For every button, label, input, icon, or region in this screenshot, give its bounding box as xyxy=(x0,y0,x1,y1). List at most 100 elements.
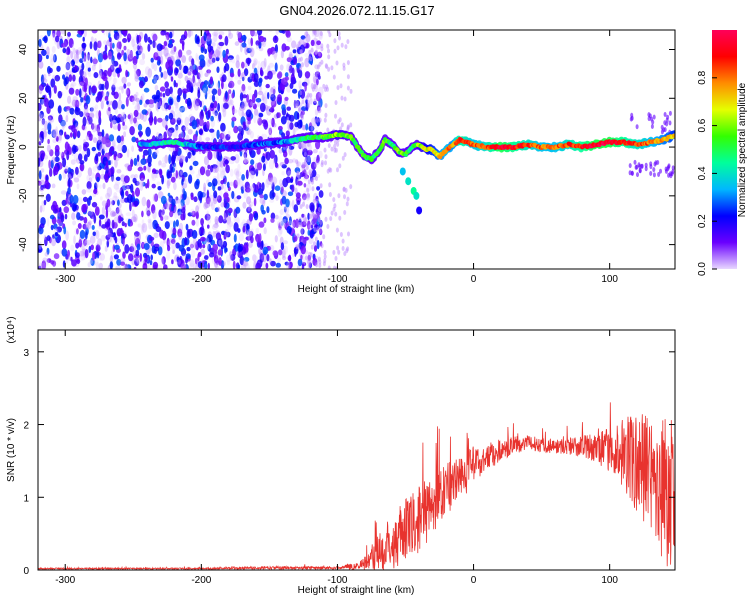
spectrogram-cell xyxy=(171,118,178,123)
spectrogram-cell xyxy=(150,57,154,63)
spectrogram-cell xyxy=(67,31,71,37)
spectrogram-cell xyxy=(187,151,192,159)
spectrogram-cell xyxy=(84,77,88,87)
spectrogram-cell xyxy=(65,258,69,264)
spectrogram-cell xyxy=(286,106,292,111)
spectrogram-cell xyxy=(261,254,267,263)
colorbar-label: Normalized spectral amplitude xyxy=(737,82,748,217)
spectrogram-cell xyxy=(336,245,340,251)
spectrogram-cell xyxy=(187,212,193,217)
spectrogram-cell xyxy=(671,165,675,171)
spectrogram-cell xyxy=(304,71,311,79)
spectrogram-cell xyxy=(248,204,252,210)
spectrogram-cell xyxy=(221,74,227,83)
spectrogram-cell xyxy=(136,34,140,45)
spectrogram-cell xyxy=(265,262,269,269)
spectrogram-cell xyxy=(113,244,120,250)
spectrogram-cell xyxy=(151,245,156,254)
spectrogram-cell xyxy=(147,154,152,165)
spectrogram-cell xyxy=(215,46,221,57)
spectrogram-cell xyxy=(261,210,266,215)
spectrogram-cell xyxy=(338,215,342,221)
spectrogram-cell xyxy=(120,135,124,142)
spectrogram-cell xyxy=(126,48,131,57)
spectrogram-cell xyxy=(125,212,132,217)
spectrogram-cell xyxy=(47,116,52,124)
spectrogram-cell xyxy=(340,42,344,48)
spectrogram-cell xyxy=(194,257,198,265)
spectrogram-cell xyxy=(207,109,211,118)
spectrogram-cell xyxy=(341,246,345,251)
spectrogram-cell xyxy=(332,197,336,203)
spectrogram-cell xyxy=(147,262,151,269)
spectrogram-cell xyxy=(160,71,164,78)
spectrogram-cell xyxy=(286,167,292,177)
spectrogram-cell xyxy=(335,60,339,66)
spectrogram-cell xyxy=(120,261,126,266)
spectrogram-cell xyxy=(237,124,244,129)
spectrogram-cell xyxy=(126,193,133,204)
spectrogram-cell xyxy=(245,169,249,180)
spectrogram-cell xyxy=(57,90,63,99)
spectrogram-cell xyxy=(83,52,87,62)
spectrogram-cell xyxy=(162,70,168,80)
spectrogram-cell xyxy=(306,144,313,152)
spectrogram-cell xyxy=(112,83,116,88)
spectrogram-cell xyxy=(654,160,658,166)
spectrogram-cell xyxy=(210,102,215,109)
spectrogram-cell xyxy=(336,141,340,147)
spectrogram-cell xyxy=(196,36,200,45)
spectrogram-cell xyxy=(326,86,329,92)
spectrogram-cell xyxy=(254,162,260,172)
spectrogram-cell xyxy=(101,136,107,145)
spectrogram-cell xyxy=(309,97,313,105)
spectrogram-cell xyxy=(131,246,137,255)
spectrogram-cell xyxy=(229,251,233,262)
spectrogram-cell xyxy=(275,195,280,200)
spectrogram-cell xyxy=(120,227,123,236)
spectrogram-cell xyxy=(243,159,249,165)
spectrogram-cell xyxy=(190,208,195,216)
spectrogram-cell xyxy=(251,93,256,104)
spectrogram-cell xyxy=(274,185,281,191)
spectrogram-cell xyxy=(332,250,336,255)
spectrogram-cell xyxy=(50,53,56,63)
spectrogram-cell xyxy=(284,205,290,215)
spectrogram-cell xyxy=(75,50,79,59)
spectrogram-cell xyxy=(125,89,130,96)
spectrogram-cell xyxy=(73,152,79,162)
spectrogram-cell xyxy=(121,104,125,110)
spectrogram-cell xyxy=(327,66,331,72)
spectrogram-cell xyxy=(47,115,54,121)
spectrogram-cell xyxy=(304,171,308,177)
spectrogram-cell xyxy=(340,122,344,128)
spectrogram-cell xyxy=(212,243,218,252)
spectrogram-cell xyxy=(647,112,651,118)
spectrogram-cell xyxy=(163,264,168,269)
spectrogram-cell xyxy=(164,221,170,230)
spectrogram-cell xyxy=(99,196,103,201)
spectrogram-cell xyxy=(316,40,321,46)
spectrogram-cell xyxy=(81,150,87,156)
spectrogram-cell xyxy=(291,184,295,193)
spectrogram-cell xyxy=(339,83,343,89)
spectrogram-cell xyxy=(101,129,105,138)
spectrogram-cell xyxy=(141,222,148,233)
spectrogram-cell xyxy=(225,215,232,225)
spectrogram-cell xyxy=(206,60,212,67)
spectrogram-cell xyxy=(328,192,332,197)
spectrogram-cell xyxy=(284,261,289,266)
spectrogram-cell xyxy=(198,54,205,61)
spectrogram-cell xyxy=(43,97,50,107)
spectrogram-cell xyxy=(148,236,155,241)
spectrogram-cell xyxy=(121,144,128,154)
spectrogram-cell xyxy=(110,100,113,106)
spectrogram-cell xyxy=(181,55,187,64)
spectrogram-cell xyxy=(649,171,653,176)
spectrogram-cell xyxy=(59,151,64,157)
spectrogram-cell xyxy=(67,172,74,179)
spectrogram-cell xyxy=(227,130,231,137)
spectrogram-cell xyxy=(154,246,160,252)
spectrogram-cell xyxy=(188,30,194,37)
